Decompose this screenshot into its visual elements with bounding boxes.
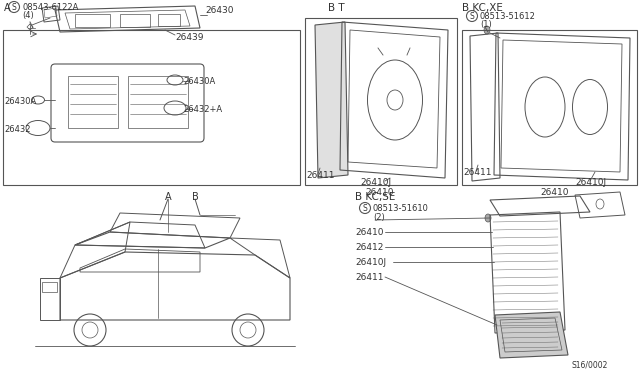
Text: 08543-6122A: 08543-6122A [22,3,78,12]
Text: B T: B T [328,3,344,13]
Text: 26430A: 26430A [4,97,36,106]
Bar [42,282,57,292]
Text: 26411: 26411 [355,273,383,282]
Text: A: A [4,3,11,13]
Text: 26410: 26410 [365,188,394,197]
Ellipse shape [485,214,491,222]
Bar [68,76,118,128]
Polygon shape [315,22,348,178]
Ellipse shape [484,26,490,34]
Bar [305,18,457,185]
Text: 26411: 26411 [463,168,492,177]
Bar [3,30,300,185]
Text: S: S [363,203,367,212]
Text: B KC,SE: B KC,SE [355,192,396,202]
Bar [120,14,150,27]
Text: A: A [164,192,172,202]
Bar [462,30,637,185]
Text: 26430: 26430 [205,6,234,15]
Text: (4): (4) [22,11,34,20]
Text: 08513-51612: 08513-51612 [480,12,536,21]
Text: 26432+A: 26432+A [183,105,222,114]
Text: 26439: 26439 [175,33,204,42]
Bar [75,14,110,27]
Text: 26432: 26432 [4,125,31,134]
Text: S: S [12,3,17,12]
Text: (2): (2) [373,213,385,222]
Text: 26430A: 26430A [183,77,215,86]
Text: B KC,XE: B KC,XE [462,3,503,13]
Text: 26410J: 26410J [355,258,386,267]
Text: 26410: 26410 [541,188,569,197]
Bar [158,14,180,26]
Polygon shape [495,312,568,358]
Text: 08513-51610: 08513-51610 [373,204,429,213]
Text: B: B [191,192,198,202]
Text: 26410: 26410 [355,228,383,237]
Text: 26411: 26411 [306,171,335,180]
Text: 26410J: 26410J [575,178,606,187]
Text: 26412: 26412 [355,243,383,252]
Text: (1): (1) [480,20,492,29]
Text: 26410J: 26410J [360,178,391,187]
Bar [128,76,188,128]
Text: S: S [470,12,474,20]
Text: S16/0002: S16/0002 [572,360,608,369]
